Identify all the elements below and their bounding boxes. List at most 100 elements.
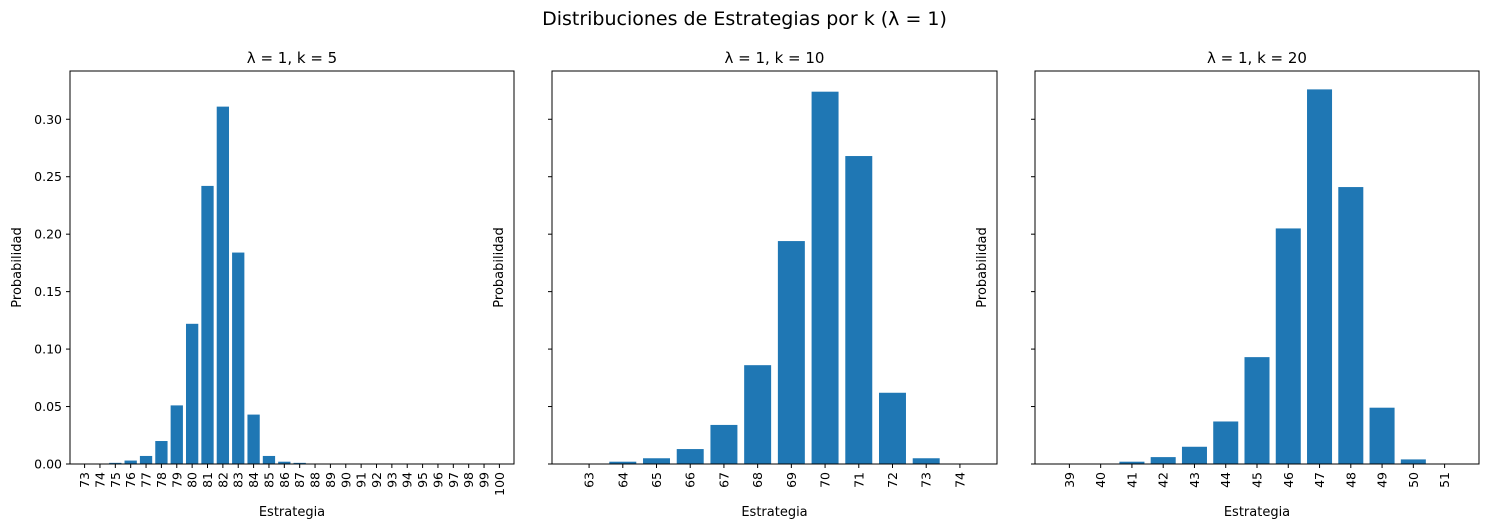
x-tick-label: 44	[1218, 472, 1233, 488]
x-tick-label: 74	[952, 472, 967, 488]
x-axis-label: Estrategia	[741, 505, 807, 520]
x-tick-label: 75	[108, 472, 123, 488]
x-tick-label: 91	[354, 472, 369, 488]
x-tick-label: 92	[369, 472, 384, 488]
x-tick-label: 39	[1062, 472, 1077, 488]
panel-title: λ = 1, k = 5	[247, 49, 337, 67]
x-tick-label: 48	[1343, 472, 1358, 488]
bar	[232, 252, 245, 464]
x-tick-label: 71	[851, 472, 866, 488]
x-tick-label: 82	[215, 472, 230, 488]
x-tick-label: 74	[92, 472, 107, 488]
x-tick-label: 41	[1124, 472, 1139, 488]
x-tick-label: 43	[1187, 472, 1202, 488]
bar	[1275, 228, 1301, 464]
bar	[124, 460, 137, 464]
bar	[247, 414, 260, 464]
bar	[912, 458, 940, 464]
bar	[811, 91, 839, 465]
y-axis-label: Probabilidad	[492, 227, 507, 307]
x-tick-label: 100	[492, 472, 507, 496]
y-axis-label: Probabilidad	[10, 227, 25, 307]
panel-title: λ = 1, k = 20	[1207, 49, 1307, 67]
x-tick-label: 79	[169, 472, 184, 488]
bar	[609, 461, 637, 464]
bar	[155, 441, 168, 464]
x-tick-label: 90	[338, 472, 353, 488]
x-tick-label: 95	[415, 472, 430, 488]
x-tick-label: 80	[185, 472, 200, 488]
bar	[262, 455, 276, 464]
x-tick-label: 69	[784, 472, 799, 488]
x-tick-label: 78	[154, 472, 169, 488]
y-tick-label: 0.30	[34, 112, 62, 127]
x-tick-label: 67	[716, 472, 731, 488]
chart-panel-2: λ = 1, k = 10 63 64 65 66 67 68 69 70 71 72 73 74 Est…	[492, 49, 998, 520]
bar	[278, 461, 291, 464]
bar	[845, 156, 873, 464]
bar	[1307, 89, 1333, 465]
x-tick-label: 49	[1375, 472, 1390, 488]
y-tick-label: 0.10	[34, 342, 62, 357]
bar	[710, 424, 738, 464]
y-tick-label: 0.15	[34, 284, 62, 299]
x-tick-label: 99	[477, 472, 492, 488]
bar	[185, 323, 199, 464]
bar	[201, 185, 214, 464]
y-tick-label: 0.25	[34, 169, 62, 184]
bar	[1244, 357, 1270, 464]
x-tick-label: 47	[1312, 472, 1327, 488]
chart-panel-3: λ = 1, k = 20 39 40 41 42 43 44 45 46 47 48 49 50 51 E…	[975, 49, 1480, 520]
panel-title: λ = 1, k = 10	[725, 49, 825, 67]
axes-frame	[69, 70, 515, 465]
x-tick-label: 45	[1250, 472, 1265, 488]
x-axis-label: Estrategia	[1224, 505, 1290, 520]
bar	[170, 405, 183, 464]
x-tick-label: 94	[400, 472, 415, 488]
y-tick-label: 0.05	[34, 399, 62, 414]
x-tick-label: 70	[818, 472, 833, 488]
x-tick-label: 85	[261, 472, 276, 488]
x-tick-label: 76	[123, 472, 138, 488]
chart-panel-1: λ = 1, k = 5 73 74 75 76 77 78 79 80 81 82 83 84 85 86…	[10, 49, 515, 520]
bar	[1181, 446, 1207, 464]
x-tick-label: 66	[683, 472, 698, 488]
x-tick-label: 51	[1437, 472, 1452, 488]
bar	[1369, 407, 1395, 464]
x-tick-label: 40	[1093, 472, 1108, 488]
x-tick-label: 89	[323, 472, 338, 488]
y-axis-label: Probabilidad	[975, 227, 990, 307]
x-tick-label: 81	[200, 472, 215, 488]
x-tick-label: 86	[277, 472, 292, 488]
bar	[879, 392, 906, 464]
figure-suptitle: Distribuciones de Estrategias por k (λ =…	[542, 8, 947, 30]
bar	[1400, 459, 1426, 464]
bar	[1119, 461, 1145, 464]
bar	[293, 462, 306, 464]
x-tick-label: 50	[1406, 472, 1421, 488]
x-tick-label: 98	[461, 472, 476, 488]
x-tick-label: 72	[885, 472, 900, 488]
bar	[216, 106, 230, 465]
x-tick-label: 73	[77, 472, 92, 488]
x-tick-label: 87	[292, 472, 307, 488]
panels: λ = 1, k = 573 74 75 76 77 78 79 80 81 82 83 84 85 86…	[10, 49, 1480, 520]
bar	[1338, 187, 1364, 464]
bar	[1150, 457, 1176, 464]
bar	[139, 455, 153, 464]
y-tick-label: 0.00	[34, 457, 62, 472]
x-tick-label: 77	[139, 472, 154, 488]
x-axis-label: Estrategia	[259, 505, 325, 520]
bar	[109, 462, 122, 464]
x-tick-label: 42	[1156, 472, 1171, 488]
bar	[643, 458, 670, 464]
x-tick-label: 73	[919, 472, 934, 488]
x-tick-label: 97	[446, 472, 461, 488]
bar	[744, 365, 772, 464]
y-tick-label: 0.20	[34, 227, 62, 242]
bar	[676, 449, 704, 464]
x-tick-label: 83	[231, 472, 246, 488]
bar	[1213, 421, 1239, 464]
x-tick-label: 65	[649, 472, 664, 488]
